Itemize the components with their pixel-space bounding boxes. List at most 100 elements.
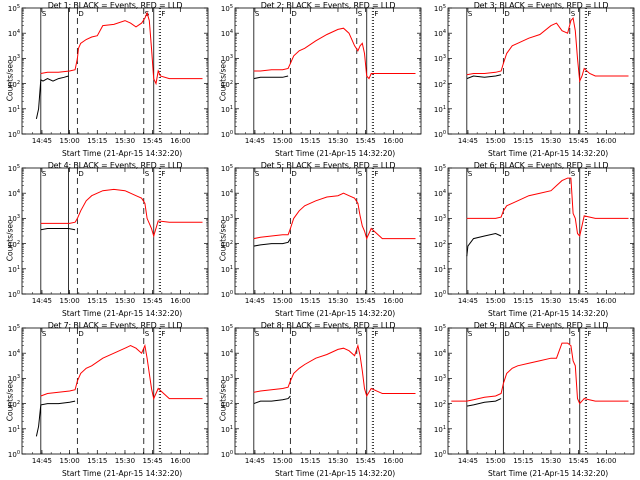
series-lld-line bbox=[253, 27, 416, 80]
y-tick-base: 10 bbox=[220, 350, 230, 359]
detector-panel: S D S F Det 1: BLACK = Events, RED = LLD Star… bbox=[0, 0, 213, 160]
y-tick-exponent: 0 bbox=[229, 130, 233, 136]
y-tick-base: 10 bbox=[7, 240, 17, 249]
y-tick-base: 10 bbox=[220, 30, 230, 39]
y-tick-base: 10 bbox=[7, 131, 17, 139]
series-lld-line bbox=[40, 188, 203, 238]
y-tick-exponent: 2 bbox=[16, 79, 20, 86]
plot-frame bbox=[234, 167, 422, 295]
interval-marker-label: F bbox=[161, 10, 165, 18]
y-tick-base: 10 bbox=[7, 80, 17, 89]
x-tick-label: 16:00 bbox=[383, 297, 404, 305]
y-tick-exponent: 0 bbox=[16, 450, 20, 456]
y-tick-label: 102 bbox=[213, 399, 233, 409]
interval-marker-label: D bbox=[504, 10, 509, 18]
interval-marker-label: D bbox=[504, 170, 509, 178]
y-tick-label: 100 bbox=[0, 449, 20, 459]
x-tick-label: 15:15 bbox=[513, 297, 534, 305]
y-tick-base: 10 bbox=[433, 375, 443, 384]
panel-title: Det 6: BLACK = Events, RED = LLD bbox=[473, 161, 609, 170]
y-tick-label: 104 bbox=[426, 188, 446, 198]
detector-panel: S D S F Det 9: BLACK = Events, RED = LLD Star… bbox=[426, 320, 639, 480]
y-tick-exponent: 0 bbox=[16, 290, 20, 296]
detector-panel: S D S F Det 2: BLACK = Events, RED = LLD Star… bbox=[213, 0, 426, 160]
x-tick-label: 15:45 bbox=[568, 137, 589, 145]
detector-panel: S D S F Det 4: BLACK = Events, RED = LLD Star… bbox=[0, 160, 213, 320]
series-events-line bbox=[35, 75, 69, 120]
y-tick-exponent: 1 bbox=[229, 424, 233, 431]
y-tick-base: 10 bbox=[433, 190, 443, 199]
y-tick-label: 103 bbox=[0, 213, 20, 223]
x-axis-title: Start Time (21-Apr-15 14:32:20) bbox=[275, 469, 396, 478]
y-tick-label: 103 bbox=[426, 53, 446, 63]
y-tick-label: 100 bbox=[213, 289, 233, 299]
x-tick-label: 15:45 bbox=[142, 297, 163, 305]
y-tick-label: 101 bbox=[213, 104, 233, 114]
interval-marker-label: S bbox=[145, 330, 150, 338]
interval-marker-label: F bbox=[374, 330, 378, 338]
y-tick-base: 10 bbox=[220, 190, 230, 199]
y-tick-exponent: 1 bbox=[442, 264, 446, 271]
x-tick-label: 14:45 bbox=[31, 457, 53, 465]
y-tick-base: 10 bbox=[433, 80, 443, 89]
y-tick-exponent: 4 bbox=[442, 29, 446, 36]
interval-marker-label: S bbox=[358, 10, 363, 18]
x-tick-label: 15:00 bbox=[272, 457, 293, 465]
x-tick-label: 15:00 bbox=[59, 457, 80, 465]
x-tick-label: 15:30 bbox=[327, 457, 349, 465]
y-tick-base: 10 bbox=[7, 291, 17, 299]
panel-title: Det 5: BLACK = Events, RED = LLD bbox=[260, 161, 396, 170]
y-tick-base: 10 bbox=[7, 265, 17, 274]
y-tick-base: 10 bbox=[7, 105, 17, 114]
x-tick-label: 15:15 bbox=[87, 457, 108, 465]
interval-marker-label: S bbox=[42, 10, 47, 18]
interval-marker-label: F bbox=[587, 10, 591, 18]
y-tick-base: 10 bbox=[220, 291, 230, 299]
interval-marker-label: S bbox=[571, 170, 576, 178]
y-tick-base: 10 bbox=[433, 400, 443, 409]
x-tick-label: 15:15 bbox=[513, 137, 534, 145]
plot-frame bbox=[234, 7, 422, 135]
series-events-line bbox=[40, 228, 76, 231]
x-axis-title: Start Time (21-Apr-15 14:32:20) bbox=[62, 469, 183, 478]
y-tick-label: 105 bbox=[426, 323, 446, 333]
y-tick-base: 10 bbox=[7, 165, 17, 173]
y-tick-label: 105 bbox=[213, 3, 233, 13]
y-tick-exponent: 3 bbox=[229, 54, 233, 61]
interval-marker-label: F bbox=[587, 330, 591, 338]
y-tick-base: 10 bbox=[220, 265, 230, 274]
x-tick-label: 15:00 bbox=[485, 137, 506, 145]
x-tick-label: 15:00 bbox=[272, 297, 293, 305]
y-tick-base: 10 bbox=[433, 165, 443, 173]
x-axis-title: Start Time (21-Apr-15 14:32:20) bbox=[488, 309, 609, 318]
x-tick-label: 16:00 bbox=[383, 457, 404, 465]
y-tick-base: 10 bbox=[220, 165, 230, 173]
x-tick-label: 15:15 bbox=[300, 457, 321, 465]
y-tick-label: 104 bbox=[426, 348, 446, 358]
x-tick-label: 16:00 bbox=[596, 297, 617, 305]
y-tick-exponent: 4 bbox=[16, 349, 20, 356]
x-tick-label: 16:00 bbox=[596, 457, 617, 465]
x-tick-label: 15:30 bbox=[327, 137, 349, 145]
detector-panel: S D S F Det 6: BLACK = Events, RED = LLD Star… bbox=[426, 160, 639, 320]
interval-marker-label: D bbox=[504, 330, 509, 338]
interval-marker-label: S bbox=[145, 170, 150, 178]
y-tick-exponent: 3 bbox=[442, 374, 446, 381]
y-tick-exponent: 4 bbox=[442, 349, 446, 356]
interval-marker-label: F bbox=[161, 170, 165, 178]
y-tick-label: 103 bbox=[426, 373, 446, 383]
y-tick-exponent: 3 bbox=[16, 374, 20, 381]
y-tick-label: 105 bbox=[426, 163, 446, 173]
y-tick-exponent: 4 bbox=[229, 29, 233, 36]
y-tick-base: 10 bbox=[220, 131, 230, 139]
y-tick-exponent: 5 bbox=[16, 164, 20, 170]
interval-marker-label: S bbox=[358, 330, 363, 338]
x-tick-label: 14:45 bbox=[457, 297, 479, 305]
plot-frame bbox=[447, 7, 635, 135]
y-tick-base: 10 bbox=[7, 425, 17, 434]
y-tick-base: 10 bbox=[433, 5, 443, 13]
y-tick-exponent: 0 bbox=[442, 130, 446, 136]
y-tick-base: 10 bbox=[220, 55, 230, 64]
y-tick-base: 10 bbox=[433, 265, 443, 274]
y-tick-base: 10 bbox=[7, 451, 17, 459]
